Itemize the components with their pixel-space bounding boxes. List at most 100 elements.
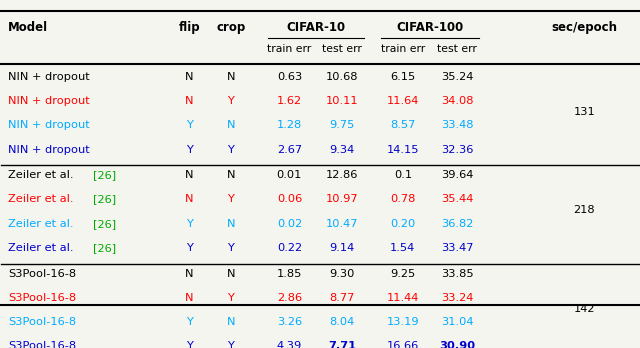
Text: train err: train err bbox=[381, 45, 425, 54]
Text: 2.86: 2.86 bbox=[277, 293, 302, 303]
Text: 1.54: 1.54 bbox=[390, 243, 415, 253]
Text: 9.14: 9.14 bbox=[330, 243, 355, 253]
Text: CIFAR-10: CIFAR-10 bbox=[286, 21, 346, 34]
Text: 33.85: 33.85 bbox=[441, 269, 474, 279]
Text: NIN + dropout: NIN + dropout bbox=[8, 144, 90, 155]
Text: 9.25: 9.25 bbox=[390, 269, 415, 279]
Text: N: N bbox=[185, 170, 194, 180]
Text: 2.67: 2.67 bbox=[277, 144, 302, 155]
Text: 35.44: 35.44 bbox=[441, 195, 473, 204]
Text: Y: Y bbox=[227, 195, 234, 204]
Text: Zeiler et al.: Zeiler et al. bbox=[8, 170, 73, 180]
Text: 1.62: 1.62 bbox=[277, 96, 302, 106]
Text: 36.82: 36.82 bbox=[441, 219, 473, 229]
Text: 9.34: 9.34 bbox=[330, 144, 355, 155]
Text: 11.64: 11.64 bbox=[387, 96, 419, 106]
Text: sec/epoch: sec/epoch bbox=[552, 21, 618, 34]
Text: 13.19: 13.19 bbox=[387, 317, 419, 327]
Text: 3.26: 3.26 bbox=[277, 317, 302, 327]
Text: Y: Y bbox=[227, 96, 234, 106]
Text: Y: Y bbox=[186, 120, 193, 130]
Text: 10.47: 10.47 bbox=[326, 219, 358, 229]
Text: S3Pool-16-8: S3Pool-16-8 bbox=[8, 293, 76, 303]
Text: 32.36: 32.36 bbox=[441, 144, 473, 155]
Text: Y: Y bbox=[186, 341, 193, 348]
Text: Y: Y bbox=[186, 243, 193, 253]
Text: S3Pool-16-8: S3Pool-16-8 bbox=[8, 269, 76, 279]
Text: 16.66: 16.66 bbox=[387, 341, 419, 348]
Text: 10.68: 10.68 bbox=[326, 72, 358, 82]
Text: 142: 142 bbox=[573, 304, 595, 314]
Text: NIN + dropout: NIN + dropout bbox=[8, 120, 90, 130]
Text: [26]: [26] bbox=[93, 170, 116, 180]
Text: N: N bbox=[227, 219, 235, 229]
Text: 0.06: 0.06 bbox=[276, 195, 302, 204]
Text: N: N bbox=[227, 170, 235, 180]
Text: [26]: [26] bbox=[93, 195, 116, 204]
Text: N: N bbox=[227, 120, 235, 130]
Text: 0.01: 0.01 bbox=[276, 170, 302, 180]
Text: NIN + dropout: NIN + dropout bbox=[8, 72, 90, 82]
Text: CIFAR-100: CIFAR-100 bbox=[396, 21, 463, 34]
Text: S3Pool-16-8: S3Pool-16-8 bbox=[8, 341, 76, 348]
Text: N: N bbox=[185, 195, 194, 204]
Text: 7.71: 7.71 bbox=[328, 341, 356, 348]
Text: 14.15: 14.15 bbox=[387, 144, 419, 155]
Text: test err: test err bbox=[323, 45, 362, 54]
Text: 0.1: 0.1 bbox=[394, 170, 412, 180]
Text: Y: Y bbox=[227, 293, 234, 303]
Text: 10.11: 10.11 bbox=[326, 96, 358, 106]
Text: N: N bbox=[227, 317, 235, 327]
Text: 9.30: 9.30 bbox=[330, 269, 355, 279]
Text: [26]: [26] bbox=[93, 219, 116, 229]
Text: [26]: [26] bbox=[93, 243, 116, 253]
Text: N: N bbox=[185, 96, 194, 106]
Text: 33.48: 33.48 bbox=[441, 120, 473, 130]
Text: 34.08: 34.08 bbox=[441, 96, 473, 106]
Text: S3Pool-16-8: S3Pool-16-8 bbox=[8, 317, 76, 327]
Text: 131: 131 bbox=[573, 107, 595, 117]
Text: 6.15: 6.15 bbox=[390, 72, 415, 82]
Text: Model: Model bbox=[8, 21, 48, 34]
Text: 8.77: 8.77 bbox=[330, 293, 355, 303]
Text: 33.24: 33.24 bbox=[441, 293, 473, 303]
Text: 0.78: 0.78 bbox=[390, 195, 415, 204]
Text: 33.47: 33.47 bbox=[441, 243, 473, 253]
Text: 218: 218 bbox=[573, 205, 595, 215]
Text: 35.24: 35.24 bbox=[441, 72, 473, 82]
Text: Y: Y bbox=[186, 317, 193, 327]
Text: 0.22: 0.22 bbox=[277, 243, 302, 253]
Text: Y: Y bbox=[186, 144, 193, 155]
Text: crop: crop bbox=[216, 21, 245, 34]
Text: 0.20: 0.20 bbox=[390, 219, 415, 229]
Text: Y: Y bbox=[227, 144, 234, 155]
Text: 8.04: 8.04 bbox=[330, 317, 355, 327]
Text: flip: flip bbox=[179, 21, 200, 34]
Text: train err: train err bbox=[268, 45, 312, 54]
Text: Zeiler et al.: Zeiler et al. bbox=[8, 243, 73, 253]
Text: Y: Y bbox=[227, 243, 234, 253]
Text: 10.97: 10.97 bbox=[326, 195, 358, 204]
Text: Zeiler et al.: Zeiler et al. bbox=[8, 195, 73, 204]
Text: Zeiler et al.: Zeiler et al. bbox=[8, 219, 73, 229]
Text: 9.75: 9.75 bbox=[330, 120, 355, 130]
Text: 8.57: 8.57 bbox=[390, 120, 415, 130]
Text: 12.86: 12.86 bbox=[326, 170, 358, 180]
Text: 0.63: 0.63 bbox=[276, 72, 302, 82]
Text: 31.04: 31.04 bbox=[441, 317, 473, 327]
Text: N: N bbox=[185, 269, 194, 279]
Text: N: N bbox=[227, 72, 235, 82]
Text: 39.64: 39.64 bbox=[441, 170, 473, 180]
Text: N: N bbox=[185, 293, 194, 303]
Text: Y: Y bbox=[227, 341, 234, 348]
Text: 1.28: 1.28 bbox=[276, 120, 302, 130]
Text: N: N bbox=[227, 269, 235, 279]
Text: 4.39: 4.39 bbox=[276, 341, 302, 348]
Text: NIN + dropout: NIN + dropout bbox=[8, 96, 90, 106]
Text: 1.85: 1.85 bbox=[276, 269, 302, 279]
Text: N: N bbox=[185, 72, 194, 82]
Text: test err: test err bbox=[437, 45, 477, 54]
Text: 11.44: 11.44 bbox=[387, 293, 419, 303]
Text: Y: Y bbox=[186, 219, 193, 229]
Text: 0.02: 0.02 bbox=[276, 219, 302, 229]
